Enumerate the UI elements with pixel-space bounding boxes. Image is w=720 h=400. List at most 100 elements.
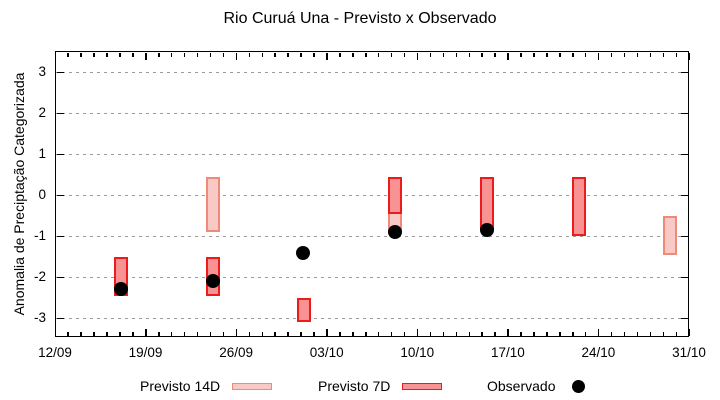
x-major-tick-top xyxy=(54,52,56,60)
x-minor-tick xyxy=(584,331,587,336)
x-minor-tick xyxy=(80,331,82,336)
x-minor-tick-top xyxy=(274,52,276,57)
observed-point xyxy=(480,223,495,238)
x-minor-tick-top xyxy=(158,52,160,57)
x-minor-tick xyxy=(365,331,367,336)
x-minor-tick xyxy=(429,331,432,336)
legend-item-observado: Observado xyxy=(487,377,586,395)
observed-point xyxy=(113,282,128,297)
y-tick-label: 1 xyxy=(38,146,46,162)
x-major-tick-top xyxy=(597,52,600,60)
x-tick-label: 19/09 xyxy=(128,345,163,360)
x-minor-tick xyxy=(494,331,496,336)
x-minor-tick xyxy=(390,331,393,336)
observed-point xyxy=(296,245,311,260)
x-minor-tick xyxy=(261,331,264,336)
y-tick-label: -2 xyxy=(33,269,46,285)
x-minor-tick-top xyxy=(468,52,471,57)
x-minor-tick xyxy=(158,331,160,336)
forecast-14d-bar xyxy=(205,176,220,233)
x-minor-tick xyxy=(339,331,341,336)
y-axis-tick-right xyxy=(680,153,688,156)
x-minor-tick xyxy=(546,331,548,336)
x-minor-tick-top xyxy=(403,52,406,57)
y-axis-tick-right xyxy=(680,112,688,115)
x-minor-tick-top xyxy=(649,52,652,57)
y-tick-label: 3 xyxy=(38,64,46,80)
y-tick-label: 0 xyxy=(38,187,46,203)
y-gridline xyxy=(55,276,689,278)
x-minor-tick xyxy=(610,331,613,336)
x-major-tick-top xyxy=(688,52,690,60)
legend-swatch-7d-icon xyxy=(402,382,443,390)
legend-swatch-14d-icon xyxy=(232,382,273,390)
x-minor-tick xyxy=(196,331,199,336)
x-minor-tick-top xyxy=(365,52,367,57)
x-minor-tick-top xyxy=(339,52,341,57)
x-minor-tick-top xyxy=(662,52,665,57)
x-minor-tick-top xyxy=(119,52,121,57)
x-major-tick xyxy=(54,328,56,336)
x-minor-tick xyxy=(352,331,354,336)
legend-item-previsto-14d: Previsto 14D xyxy=(140,377,273,395)
x-minor-tick-top xyxy=(377,52,380,57)
forecast-7d-bar xyxy=(572,176,587,237)
x-minor-tick xyxy=(248,331,251,336)
x-minor-tick-top xyxy=(559,52,561,57)
x-tick-label: 10/10 xyxy=(400,345,435,360)
x-major-tick xyxy=(235,328,238,336)
x-minor-tick xyxy=(636,331,639,336)
x-minor-tick xyxy=(274,331,276,336)
x-minor-tick-top xyxy=(481,52,483,57)
x-tick-label: 26/09 xyxy=(219,345,254,360)
x-major-tick-top xyxy=(326,52,328,60)
x-minor-tick xyxy=(520,331,522,336)
x-minor-tick-top xyxy=(623,52,626,57)
observed-point xyxy=(388,225,403,240)
x-minor-tick-top xyxy=(572,52,574,57)
x-minor-tick xyxy=(183,331,186,336)
x-major-tick-top xyxy=(145,52,147,60)
x-major-tick xyxy=(597,328,600,336)
y-gridline xyxy=(55,194,689,196)
x-major-tick xyxy=(507,328,509,336)
x-minor-tick xyxy=(106,331,108,336)
x-minor-tick xyxy=(442,331,445,336)
x-tick-label: 03/10 xyxy=(309,345,344,360)
y-gridline xyxy=(55,71,689,73)
y-axis-tick xyxy=(56,153,64,156)
observed-point xyxy=(205,274,220,289)
x-minor-tick xyxy=(222,331,225,336)
x-minor-tick xyxy=(623,331,626,336)
x-minor-tick xyxy=(662,331,665,336)
x-minor-tick-top xyxy=(313,52,315,57)
x-major-tick-top xyxy=(416,52,419,60)
x-minor-tick xyxy=(377,331,380,336)
x-major-tick-top xyxy=(507,52,509,60)
y-gridline xyxy=(55,317,689,319)
y-gridline xyxy=(55,153,689,155)
x-minor-tick xyxy=(132,331,134,336)
y-axis-tick-right xyxy=(680,71,688,74)
x-tick-label: 17/10 xyxy=(490,345,525,360)
x-minor-tick xyxy=(287,331,289,336)
x-minor-tick-top xyxy=(675,52,678,57)
y-gridline xyxy=(55,112,689,114)
y-axis-tick xyxy=(56,235,64,238)
x-major-tick xyxy=(145,328,147,336)
x-minor-tick xyxy=(533,331,535,336)
x-minor-tick-top xyxy=(261,52,264,57)
x-minor-tick-top xyxy=(222,52,225,57)
x-minor-tick-top xyxy=(300,52,302,57)
x-minor-tick-top xyxy=(455,52,458,57)
x-minor-tick-top xyxy=(80,52,82,57)
x-minor-tick-top xyxy=(183,52,186,57)
x-minor-tick-top xyxy=(106,52,108,57)
x-tick-label: 24/10 xyxy=(581,345,616,360)
y-axis-tick-right xyxy=(680,317,688,320)
x-minor-tick-top xyxy=(520,52,522,57)
x-minor-tick-top xyxy=(287,52,289,57)
y-tick-label: -3 xyxy=(33,310,46,326)
